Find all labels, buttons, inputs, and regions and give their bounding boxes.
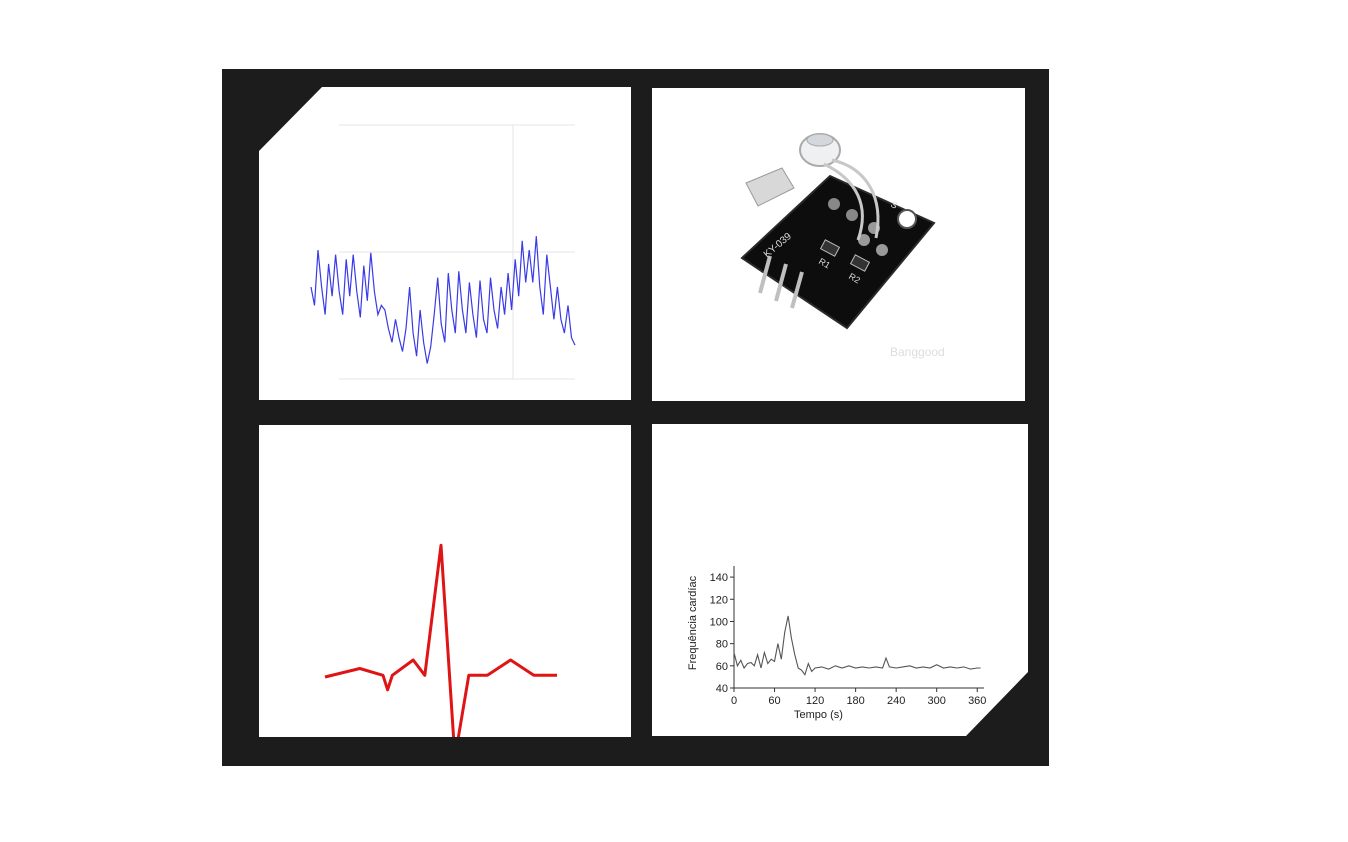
x-tick-label: 180 bbox=[846, 695, 864, 707]
x-tick-label: 300 bbox=[928, 695, 946, 707]
sensor-photo-panel: KY-039 S R1 R2 Banggood bbox=[652, 88, 1025, 401]
image-frame: KY-039 S R1 R2 Banggood 40 60 80 100 120 140 0… bbox=[222, 69, 1049, 766]
solder-pad bbox=[858, 234, 870, 246]
x-axis-title: Tempo (s) bbox=[794, 709, 843, 721]
raw-signal-chart bbox=[310, 124, 576, 380]
resistor-r2 bbox=[849, 254, 871, 272]
y-tick-label: 60 bbox=[716, 661, 728, 673]
led-lead bbox=[823, 162, 864, 241]
led-lead bbox=[831, 158, 880, 239]
board-label-signal: S bbox=[889, 199, 899, 211]
y-tick-label: 80 bbox=[716, 639, 728, 651]
signal-line bbox=[310, 236, 576, 364]
ecg-line bbox=[324, 543, 557, 737]
x-tick-label: 0 bbox=[731, 695, 737, 707]
heart-rate-chart: 40 60 80 100 120 140 0 60 120 180 240 300 360 Tempo (… bbox=[687, 566, 986, 721]
raw-signal-chart-panel bbox=[259, 87, 631, 400]
ecg-waveform-chart bbox=[324, 543, 557, 737]
solder-pad bbox=[846, 209, 858, 221]
x-tick-label: 120 bbox=[806, 695, 824, 707]
x-tick-label: 60 bbox=[768, 695, 780, 707]
x-tick-label: 240 bbox=[887, 695, 905, 707]
ecg-waveform-panel bbox=[259, 425, 631, 737]
mounting-hole bbox=[897, 209, 917, 229]
r2-label: R2 bbox=[847, 271, 862, 285]
r1-label: R1 bbox=[817, 256, 832, 270]
solder-pad bbox=[828, 198, 840, 210]
phototransistor bbox=[745, 167, 795, 207]
watermark-text: Banggood bbox=[890, 345, 945, 359]
resistor-r1 bbox=[819, 239, 841, 257]
pcb-board bbox=[740, 174, 936, 330]
y-axis-title: Frequência cardíac bbox=[687, 575, 699, 670]
y-tick-label: 140 bbox=[710, 572, 728, 584]
y-tick-label: 100 bbox=[710, 616, 728, 628]
header-pin bbox=[758, 255, 772, 294]
solder-pad bbox=[876, 244, 888, 256]
y-tick-label: 120 bbox=[710, 594, 728, 606]
x-tick-label: 360 bbox=[968, 695, 986, 707]
heartbeat-sensor-module-image: KY-039 S R1 R2 Banggood bbox=[740, 133, 945, 359]
y-tick-label: 40 bbox=[716, 683, 728, 695]
header-pin bbox=[790, 271, 804, 309]
header-pin bbox=[774, 263, 788, 302]
ir-led-dome bbox=[806, 133, 834, 147]
heart-rate-line bbox=[733, 615, 981, 676]
heart-rate-chart-panel: 40 60 80 100 120 140 0 60 120 180 240 300 360 Tempo (… bbox=[652, 424, 1028, 736]
